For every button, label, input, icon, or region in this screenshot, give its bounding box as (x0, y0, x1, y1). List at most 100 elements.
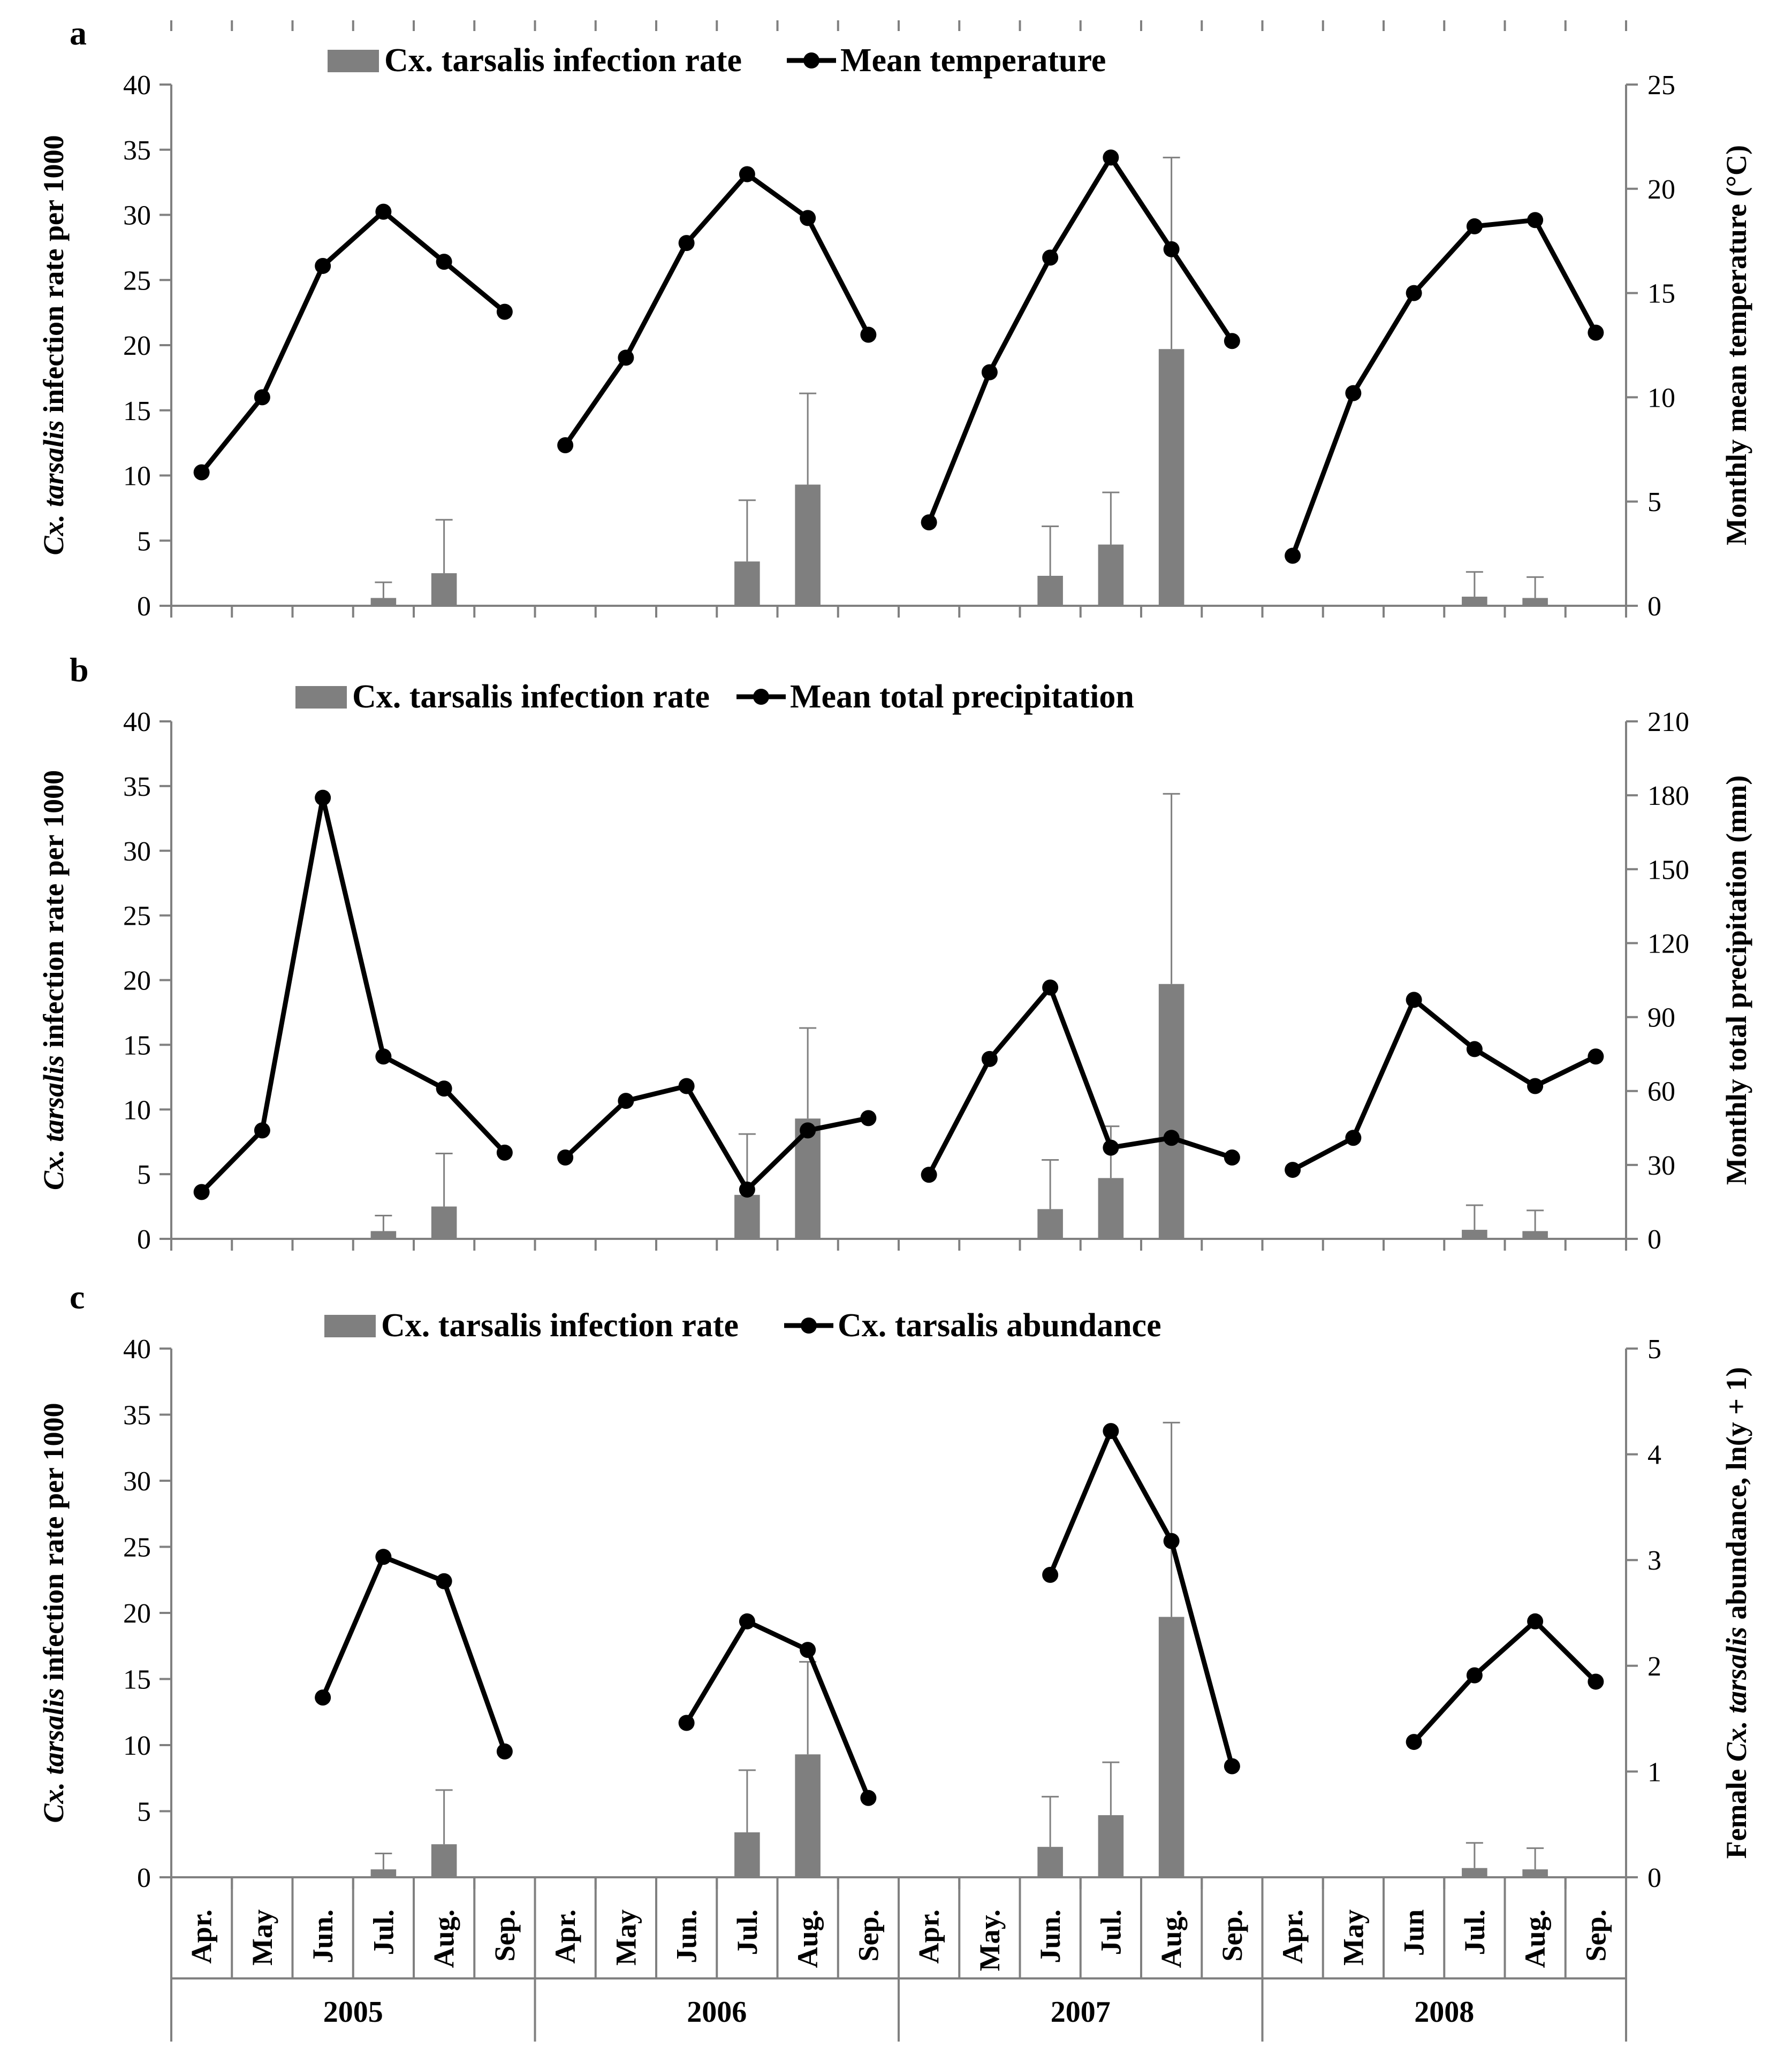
left-tick-label: 5 (137, 1797, 151, 1828)
bar (431, 1206, 457, 1239)
line-point (860, 1110, 877, 1126)
infection-rate-bars (370, 1421, 1548, 1877)
legend-line-marker (803, 52, 819, 68)
right-tick-label: 0 (1647, 1863, 1661, 1893)
line-point (1527, 212, 1544, 229)
right-axis-title: Monthly total precipitation (mm) (1720, 775, 1752, 1185)
month-label: May (246, 1909, 278, 1966)
left-tick-label: 15 (123, 1665, 151, 1695)
right-tick-label: 90 (1647, 1003, 1675, 1033)
left-tick-label: 25 (123, 1533, 151, 1563)
line-point (496, 303, 513, 320)
bar (431, 1844, 457, 1877)
line-segment-2006 (564, 1084, 869, 1192)
legend: Cx. tarsalis infection rate Mean total pr… (295, 679, 1134, 715)
line-point (860, 1790, 877, 1806)
right-tick-label: 25 (1647, 70, 1675, 101)
panel-letter: a (70, 14, 87, 52)
line-point (1042, 249, 1059, 266)
month-label: Apr. (913, 1909, 945, 1964)
month-label: Sep. (852, 1909, 884, 1962)
panel-a: a 0 5 10 15 20 25 30 35 40 0 5 10 15 20 25 Cx. tarsalis … (37, 14, 1752, 622)
right-tick-label: 20 (1647, 174, 1675, 205)
month-label: May (610, 1909, 642, 1966)
left-tick-label: 15 (123, 1030, 151, 1061)
line-point (375, 203, 392, 220)
bar (734, 561, 760, 606)
line-point (1163, 241, 1180, 257)
month-label: May (1337, 1909, 1369, 1966)
left-tick-label: 15 (123, 396, 151, 427)
line-point (193, 1184, 210, 1200)
right-tick-label: 60 (1647, 1077, 1675, 1107)
line-point (1466, 1667, 1483, 1684)
line-point (981, 364, 998, 380)
line-point (1406, 1734, 1422, 1750)
left-tick-label: 40 (123, 707, 151, 737)
line-point (375, 1549, 392, 1565)
right-axis-title: Female Cx. tarsalis abundance, ln(y + 1) (1720, 1367, 1752, 1859)
line-point (1285, 1162, 1301, 1178)
line-point (618, 349, 634, 366)
line-point (1345, 1130, 1362, 1146)
right-tick-label: 2 (1647, 1651, 1661, 1682)
line-point (1406, 992, 1422, 1008)
line-point (436, 1573, 452, 1589)
line-point (1042, 1566, 1059, 1583)
line-point (739, 1181, 755, 1198)
right-tick-label: 4 (1647, 1440, 1661, 1471)
line-point (1224, 1149, 1240, 1166)
line-point (678, 1078, 695, 1094)
month-label: Sep. (1580, 1909, 1612, 1962)
line-segment-2006 (563, 172, 871, 447)
bar (734, 1832, 760, 1877)
right-tick-label: 1 (1647, 1757, 1661, 1787)
panel-letter: b (70, 651, 89, 689)
left-tick-label: 0 (137, 1224, 151, 1255)
legend-line-marker (753, 689, 769, 705)
line-point (739, 166, 755, 182)
month-label: Sep. (489, 1909, 521, 1962)
right-axis-title-pre: Female (1720, 1762, 1752, 1859)
right-tick-label: 180 (1647, 781, 1689, 811)
month-label: Jul. (1459, 1909, 1491, 1955)
month-label: Jul. (1095, 1909, 1127, 1955)
month-label: Sep. (1216, 1909, 1248, 1962)
line-segment-2007 (927, 985, 1233, 1176)
line-point (921, 514, 937, 531)
left-axis-title: Cx. tarsalis infection rate per 1000 (37, 1403, 70, 1823)
left-axis-title-rest: infection rate per 1000 (37, 770, 70, 1055)
bar (1522, 1869, 1548, 1877)
line-point (496, 1743, 513, 1760)
line-series (193, 789, 1604, 1200)
month-label: Jul. (367, 1909, 399, 1955)
legend-bar-swatch (324, 1315, 376, 1337)
line-point (1163, 1533, 1180, 1549)
left-tick-label: 30 (123, 201, 151, 231)
left-axis-title-italic: Cx. tarsalis (37, 420, 70, 555)
bar (1158, 1617, 1184, 1877)
left-tick-label: 25 (123, 265, 151, 296)
line-point (1588, 1673, 1604, 1690)
month-label: Jun. (307, 1909, 339, 1963)
bar (1098, 1178, 1124, 1239)
month-label: May. (974, 1909, 1006, 1971)
month-label: Apr. (549, 1909, 581, 1964)
month-label: Jul. (731, 1909, 763, 1955)
line-point (254, 389, 270, 406)
bar (1098, 1815, 1124, 1877)
year-labels: 2005 2006 2007 2008 (323, 1996, 1475, 2029)
right-tick-label: 15 (1647, 279, 1675, 309)
bar (370, 1869, 397, 1877)
left-tick-label: 40 (123, 70, 151, 101)
legend-bar-swatch (295, 686, 347, 709)
month-label: Apr. (186, 1909, 218, 1964)
legend-bar-label: Cx. tarsalis infection rate (352, 679, 710, 715)
left-axis-title-rest: infection rate per 1000 (37, 135, 70, 421)
line-point (1224, 1758, 1240, 1775)
line-point (800, 1642, 816, 1658)
month-label: Aug. (1156, 1909, 1188, 1968)
bar (1037, 1209, 1063, 1239)
line-point (739, 1613, 755, 1630)
